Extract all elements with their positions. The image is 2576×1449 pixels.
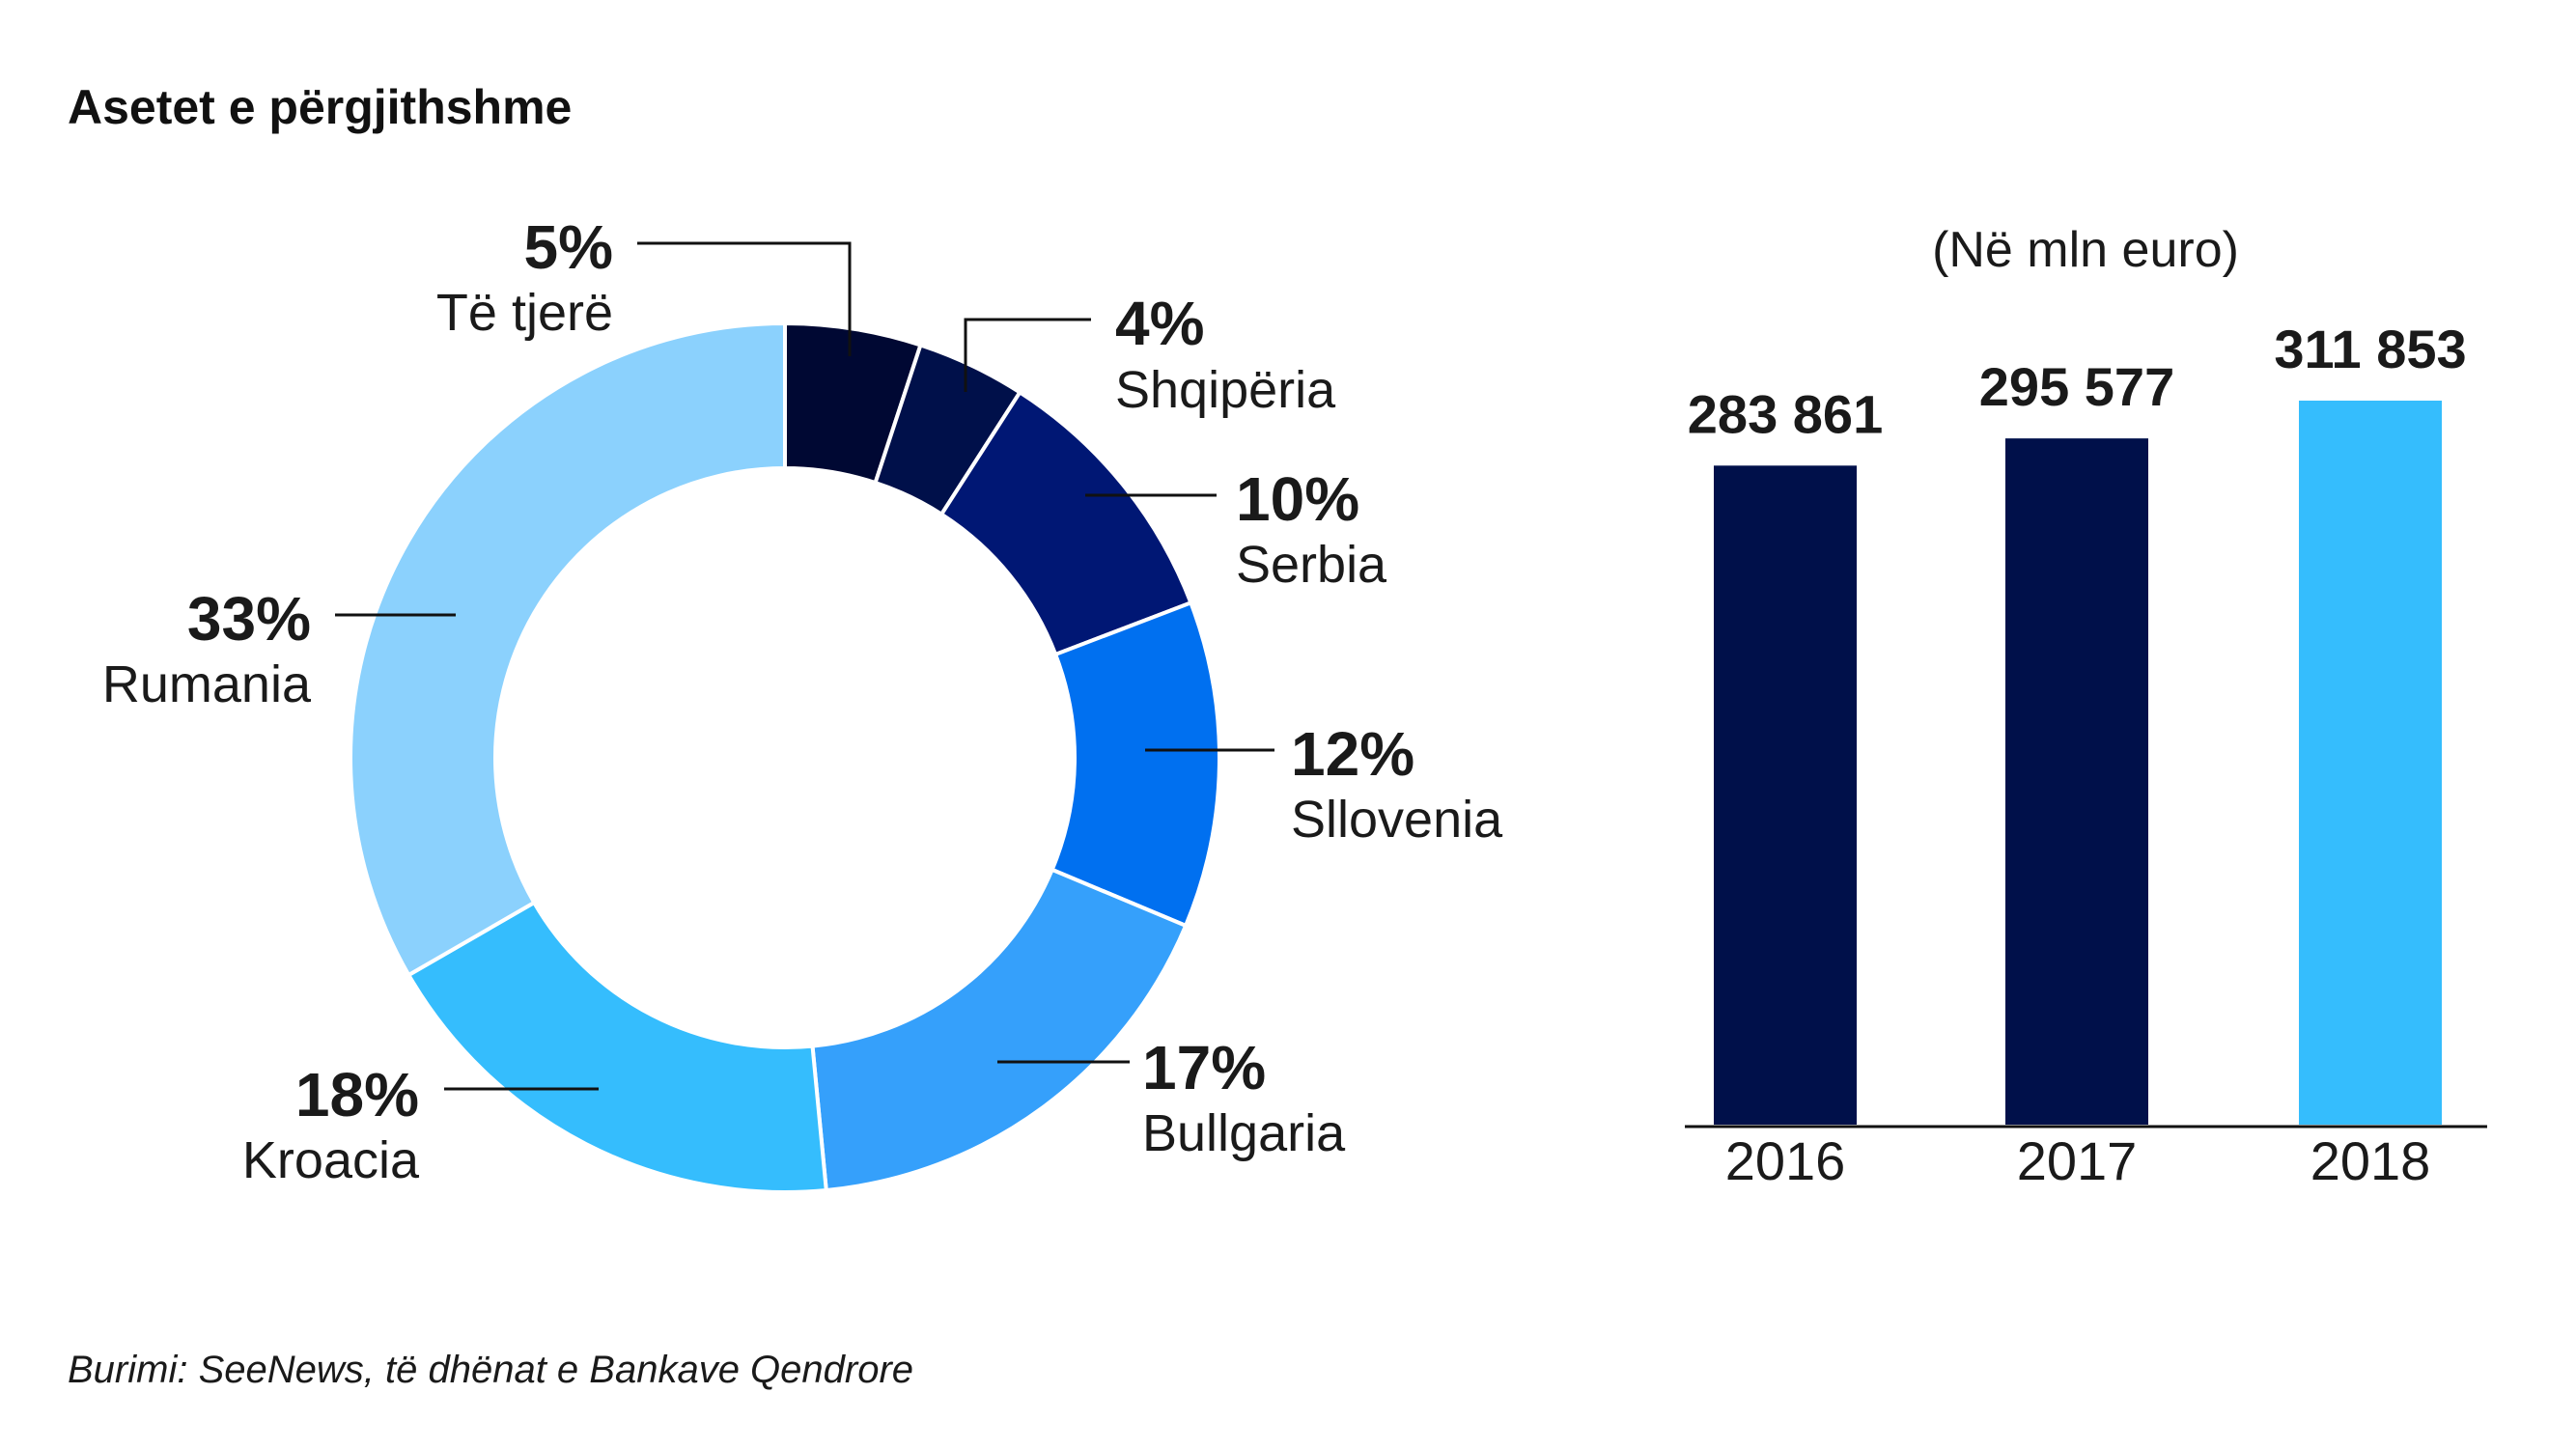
donut-slice-5 [810,867,1189,1193]
bar-unit-label: (Në mln euro) [1932,222,2239,278]
slice-percent-3: 10% [1236,464,1359,534]
donut-labels: 5%Të tjerë 4%Shqipëria 10%Serbia 12%Slloven… [102,212,1503,1189]
bar-value-2018: 311 853 [2274,319,2466,379]
slice-label-5: Bullgaria [1142,1104,1346,1162]
slice-percent-6: 18% [295,1060,419,1129]
slice-percent-7: 33% [187,584,311,654]
donut-slice-6 [406,900,828,1194]
slice-label-1: Të tjerë [436,284,613,342]
slice-label-7: Rumania [102,655,312,713]
slice-percent-1: 5% [524,212,614,282]
bar-2017 [2005,438,2148,1125]
slice-percent-2: 4% [1115,289,1205,358]
bar-value-2016: 283 861 [1688,383,1883,444]
x-tick-2016: 2016 [1725,1130,1846,1191]
chart-title: Asetet e përgjithshme [68,80,572,134]
leader-line-1 [637,241,852,356]
slice-label-6: Kroacia [242,1131,420,1189]
slice-label-4: Sllovenia [1291,791,1503,849]
bar-2018 [2299,401,2442,1125]
x-tick-2017: 2017 [2017,1130,2138,1191]
slice-label-2: Shqipëria [1115,361,1336,419]
donut-chart [349,320,1221,1194]
bar-2016 [1714,465,1857,1125]
bar-chart: (Në mln euro) 283 861 2016 295 577 2017 311 … [1685,222,2487,1191]
slice-percent-4: 12% [1291,719,1414,789]
donut-slice-7 [349,320,787,978]
source-note: Burimi: SeeNews, të dhënat e Bankave Qen… [68,1349,913,1391]
donut-slice-4 [1050,599,1221,929]
slice-percent-5: 17% [1142,1033,1266,1102]
bar-value-2017: 295 577 [1979,356,2174,417]
x-tick-2018: 2018 [2310,1130,2431,1191]
leader-line-2 [964,318,1091,392]
slice-label-3: Serbia [1236,536,1387,594]
